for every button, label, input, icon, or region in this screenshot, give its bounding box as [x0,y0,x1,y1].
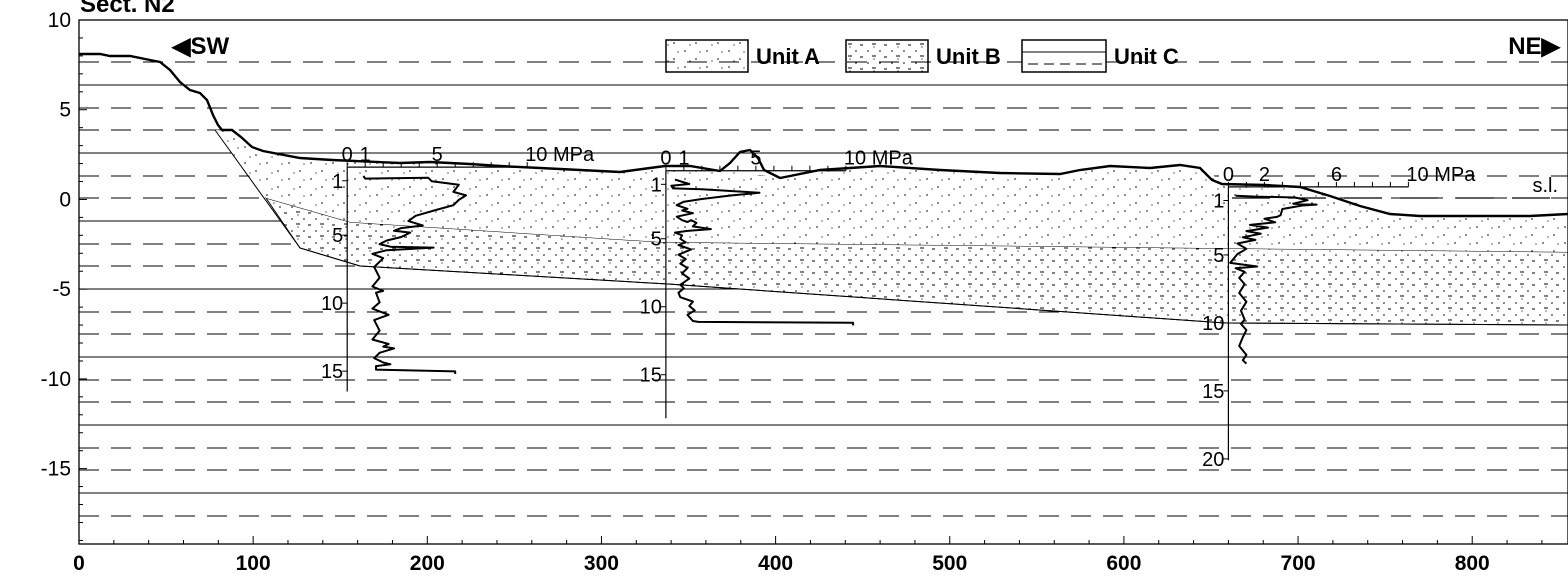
x-tick-label: 400 [758,552,793,575]
cpt-depth-label: 5 [651,229,662,251]
cpt-depth-label: 10 [640,297,662,319]
y-tick-label: -15 [41,458,71,481]
y-axis: 10 5 0 -5 -10 -15 [41,9,87,541]
ground-surface [79,52,1568,218]
unit-a-fill [215,130,1568,252]
legend: Unit A Unit B Unit C [665,39,1179,73]
cpt-qc-curve [1229,194,1318,365]
x-tick-label: 0 [73,552,85,575]
plot-frame [78,19,1568,545]
cpt-depth-label: 15 [321,361,343,383]
x-axis: 0 100 200 300 400 500 600 700 800 [73,536,1543,575]
y-tick-label: -10 [41,368,71,391]
y-tick-label: 0 [59,188,71,211]
x-tick-label: 100 [236,552,271,575]
x-tick-label: 800 [1455,552,1490,575]
legend-swatch-unit-c [1021,39,1107,73]
cpt-depth-label: 5 [332,225,343,247]
cpt-depth-label: 20 [1202,449,1224,471]
cpt-scale-label: 5 [750,148,761,170]
y-tick-label: 5 [59,99,71,122]
legend-label-unit-c: Unit C [1114,44,1179,69]
cpt-depth-label: 15 [1202,381,1224,403]
x-tick-label: 500 [932,552,967,575]
cpt-scale-label: 6 [1331,164,1342,186]
sea-level-label: s.l. [1532,175,1558,197]
x-tick-label: 300 [584,552,619,575]
x-tick-label: 200 [410,552,445,575]
cpt-depth-label: 15 [640,365,662,387]
sediment-base-line [214,129,1568,326]
y-tick-label: 10 [48,9,71,32]
x-tick-label: 700 [1281,552,1316,575]
cpt-depth-label: 10 [321,293,343,315]
cpt-depth-label: 1 [1213,190,1224,212]
cpt-qc-curve [670,178,855,326]
y-tick-label: -5 [52,278,71,301]
direction-sw: ◀SW [171,33,229,60]
legend-label-unit-a: Unit A [756,44,820,69]
cpt-scale-label: 10 MPa [844,148,914,170]
cpt-scale-label: 0 [660,148,671,170]
legend-swatch-unit-b [845,39,929,73]
cpt-scale-label: 0 [342,144,353,166]
cpt-scale-label: 2 [1259,164,1270,186]
cpt-depth-label: 1 [651,174,662,196]
cpt-scale-label: 10 MPa [1406,164,1476,186]
cpt-depth-label: 1 [332,171,343,193]
x-tick-label: 600 [1106,552,1141,575]
cpt-scale-label: 1 [360,144,371,166]
cpt-depth-label: 5 [1213,245,1224,267]
direction-ne: NE▶ [1508,33,1561,60]
cpt-qc-curve [362,175,467,374]
section-title: Sect. N2 [80,0,175,18]
legend-label-unit-b: Unit B [936,44,1001,69]
cpt-depth-label: 10 [1202,313,1224,335]
legend-swatch-unit-a [665,39,749,73]
cpt-scale-label: 5 [432,144,443,166]
cpt-scale-label: 1 [678,148,689,170]
cpt-scale-label: 0 [1223,164,1234,186]
cpt-scale-label: 10 MPa [525,144,595,166]
